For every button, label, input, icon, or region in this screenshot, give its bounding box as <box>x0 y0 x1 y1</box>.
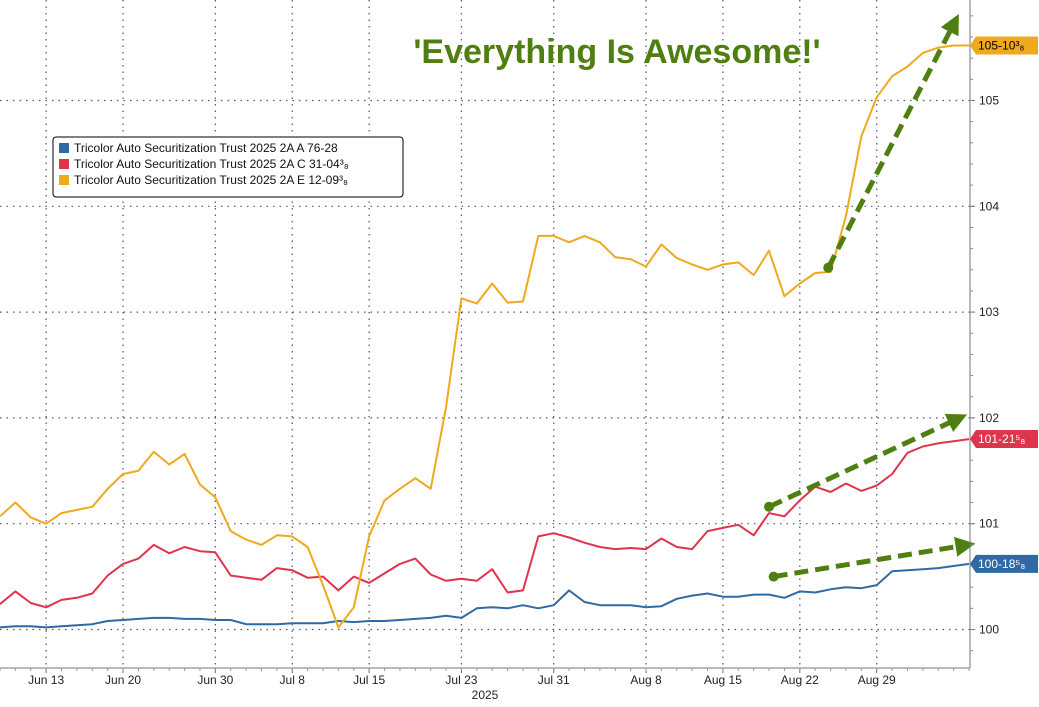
y-tick-label: 102 <box>979 411 999 425</box>
legend-label: Tricolor Auto Securitization Trust 2025 … <box>74 141 338 155</box>
x-tick-label: Jun 30 <box>197 673 233 687</box>
series-line <box>0 44 969 629</box>
legend-swatch <box>59 175 69 185</box>
y-tick-label: 100 <box>979 623 999 637</box>
last-value-label: 100-18⁵₈ <box>978 557 1025 571</box>
x-tick-label: Jul 8 <box>280 673 306 687</box>
x-tick-label: Jun 13 <box>28 673 64 687</box>
last-value-labels: 100-18⁵₈ 101-21⁵₈ 105-10³₈ <box>970 36 1038 573</box>
gridlines <box>0 0 970 668</box>
annotation-arrow <box>826 14 959 269</box>
last-value-badge-bg <box>970 554 1038 573</box>
x-tick-label: Aug 8 <box>630 673 662 687</box>
x-axis-year-label: 2025 <box>472 688 499 702</box>
x-tick-label: Jul 23 <box>445 673 477 687</box>
x-axis: Jun 13 Jun 20 Jun 30 Jul 8 Jul 15 Jul 23 Jul 3… <box>0 667 970 687</box>
chart-title: 'Everything Is Awesome!' <box>413 33 820 71</box>
legend-label: Tricolor Auto Securitization Trust 2025 … <box>74 173 348 187</box>
last-value-badge: 100-18⁵₈ <box>970 554 1038 573</box>
legend-label: Tricolor Auto Securitization Trust 2025 … <box>74 157 349 171</box>
last-value-label: 101-21⁵₈ <box>978 432 1025 446</box>
series-lines <box>0 44 970 629</box>
last-value-badge: 105-10³₈ <box>970 36 1038 55</box>
legend: Tricolor Auto Securitization Trust 2025 … <box>52 136 404 198</box>
series-line <box>0 562 970 629</box>
x-tick-label: Jul 31 <box>538 673 570 687</box>
annotation-arrow <box>773 536 976 580</box>
x-tick-label: Aug 15 <box>704 673 742 687</box>
y-axis: 100 101 102 103 104 105 <box>969 0 999 668</box>
legend-swatch <box>59 143 69 153</box>
y-tick-label: 104 <box>979 199 999 213</box>
x-tick-label: Jul 15 <box>353 673 385 687</box>
annotation-arrows <box>764 14 976 582</box>
last-value-badge: 101-21⁵₈ <box>970 430 1038 449</box>
x-tick-label: Jun 20 <box>105 673 141 687</box>
x-tick-label: Aug 29 <box>858 673 896 687</box>
annotation-arrow <box>767 413 968 510</box>
legend-swatch <box>59 159 69 169</box>
series-line <box>0 438 970 609</box>
legend-box <box>52 136 404 198</box>
y-tick-label: 101 <box>979 517 999 531</box>
last-value-badge-bg <box>970 36 1038 55</box>
last-value-label: 105-10³₈ <box>978 38 1024 52</box>
last-value-badge-bg <box>970 430 1038 449</box>
y-tick-label: 105 <box>979 94 999 108</box>
x-tick-label: Aug 22 <box>781 673 819 687</box>
y-tick-label: 103 <box>979 305 999 319</box>
